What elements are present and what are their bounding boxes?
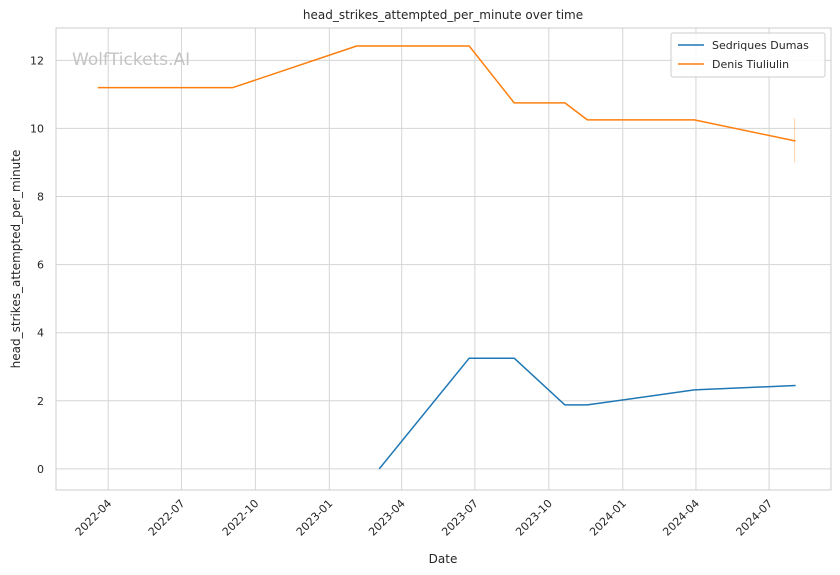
grid [56, 28, 831, 490]
x-tick-label: 2023-10 [513, 497, 555, 539]
x-tick-label: 2022-04 [73, 497, 115, 539]
y-tick-label: 2 [37, 395, 44, 408]
y-tick-label: 10 [30, 122, 44, 135]
y-tick-label: 8 [37, 191, 44, 204]
x-tick-label: 2023-07 [439, 497, 481, 539]
y-tick-label: 12 [30, 54, 44, 67]
y-tick-labels: 0 2 4 6 8 10 12 [30, 54, 44, 476]
legend-label: Sedriques Dumas [712, 39, 809, 52]
y-axis-title: head_strikes_attempted_per_minute [9, 150, 23, 369]
x-tick-label: 2024-04 [660, 497, 702, 539]
x-tick-label: 2022-10 [220, 497, 262, 539]
x-tick-label: 2024-07 [734, 497, 776, 539]
legend-box [670, 32, 826, 78]
series-line-1 [378, 357, 796, 470]
y-tick-label: 0 [37, 463, 44, 476]
series-line-2 [97, 45, 796, 142]
x-tick-labels: 2022-04 2022-07 2022-10 2023-01 2023-04 2023-… [73, 497, 776, 539]
chart-title: head_strikes_attempted_per_minute over t… [303, 8, 583, 22]
legend-label: Denis Tiuliulin [712, 58, 789, 71]
y-tick-label: 4 [37, 327, 44, 340]
y-tick-label: 6 [37, 259, 44, 272]
legend: Sedriques Dumas Denis Tiuliulin [670, 32, 826, 78]
watermark: WolfTickets.AI [72, 50, 190, 70]
x-tick-label: 2022-07 [146, 497, 188, 539]
x-tick-label: 2024-01 [587, 497, 629, 539]
x-axis-title: Date [429, 552, 458, 566]
x-tick-label: 2023-01 [294, 497, 336, 539]
x-tick-label: 2023-04 [366, 497, 408, 539]
series-lines [97, 45, 796, 470]
plot-frame [55, 27, 832, 491]
